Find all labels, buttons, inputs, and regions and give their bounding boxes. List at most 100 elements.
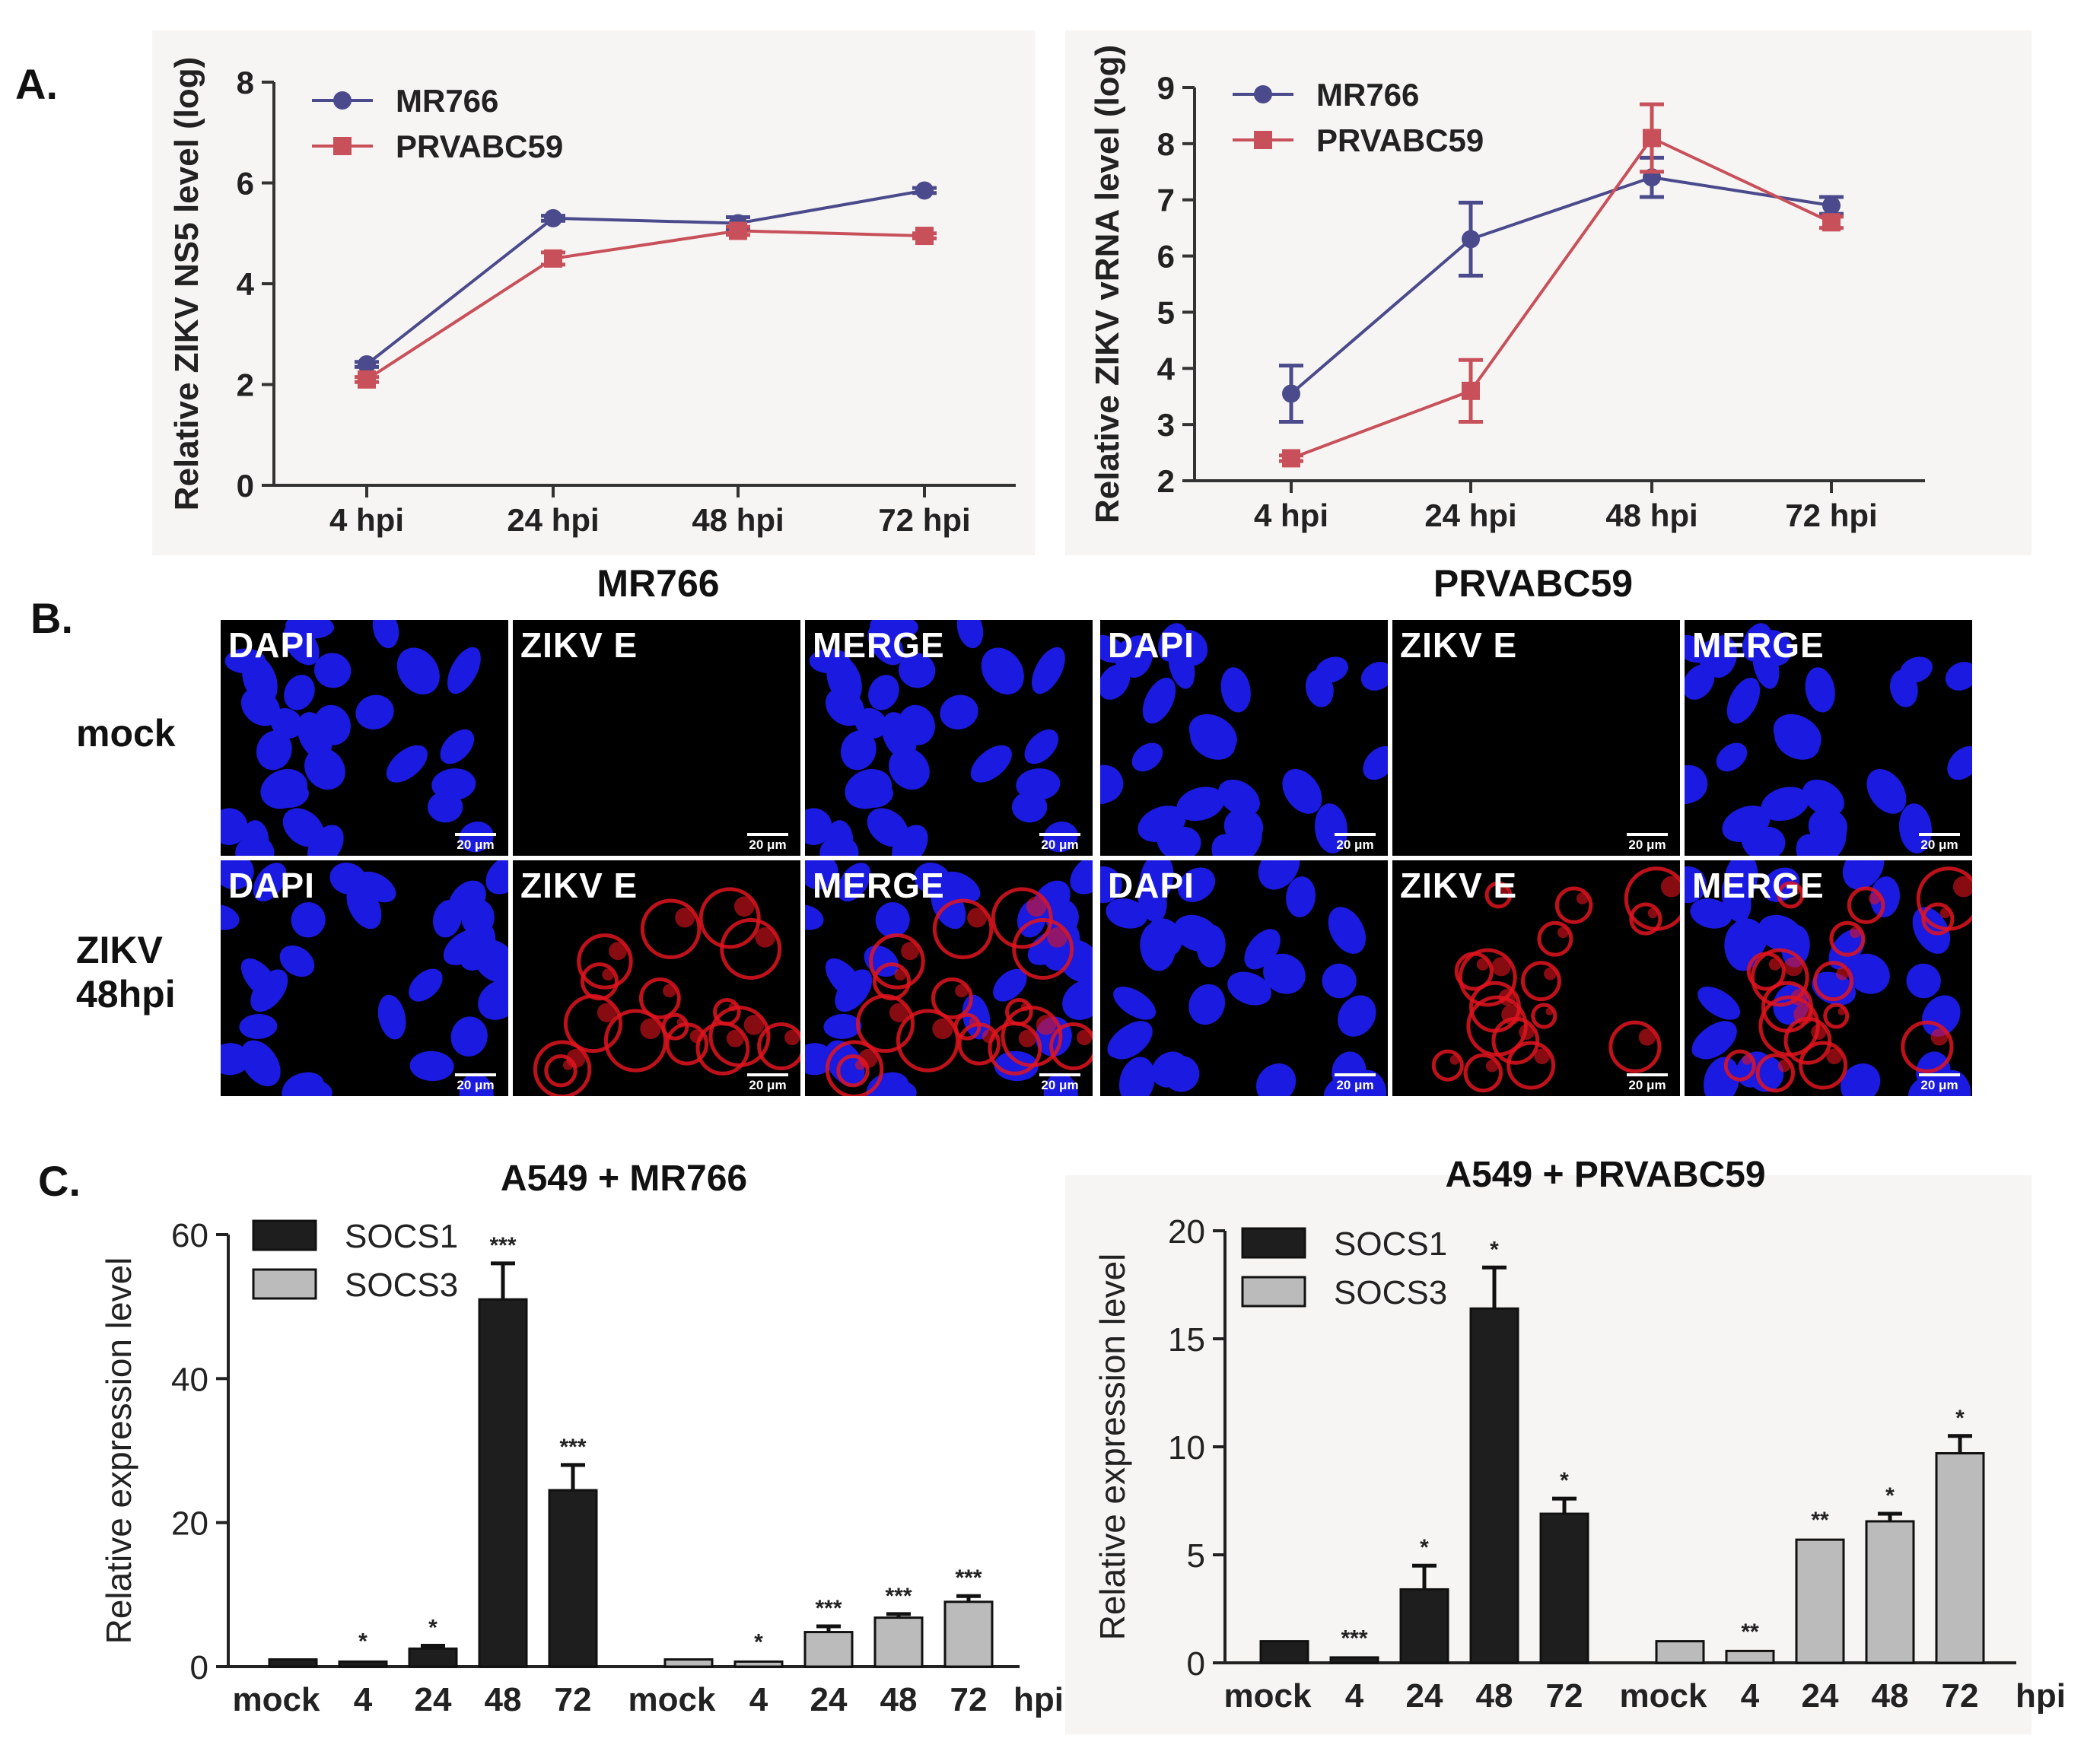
significance-label: * [1955,1406,1965,1431]
nucleus [1756,630,1793,666]
micrograph-tile: DAPI 20 μm [1100,620,1388,856]
virus-signal-ring [544,1054,577,1088]
panel-letter-b: B. [30,594,73,642]
data-point-prvabc59 [1282,449,1300,468]
chart-title: A549 + MR766 [501,1159,747,1199]
virus-signal-ring [825,1040,884,1096]
nucleus [1724,921,1761,971]
virus-signal-ring [1484,881,1513,909]
virus-signal-dot [894,968,907,981]
nucleus [1070,860,1093,895]
x-tick-label: 24 hpi [1424,497,1516,533]
virus-signal-dot [1485,1060,1499,1073]
chart-title: A549 + PRVABC59 [1445,1155,1765,1195]
nucleus [914,863,951,895]
micro-row-label-zikv: ZIKV 48hpi [76,929,176,1015]
virus-signal-ring [695,1021,750,1076]
bar-socs3 [873,1616,924,1668]
nucleus [940,694,978,729]
virus-signal-dot [784,1029,800,1046]
virus-signal-ring [698,887,761,949]
x-tick-label: 4 [354,1681,373,1718]
nucleus [1363,745,1388,780]
scale-bar-line [1627,1073,1668,1076]
nucleus [1024,729,1059,764]
legend-swatch [252,1268,317,1300]
micrograph-tile: MERGE 20 μm [805,620,1093,856]
data-point-prvabc59 [915,227,934,246]
nucleus [282,1079,332,1096]
micrograph-tile: ZIKV E 20 μm [513,860,800,1096]
x-tick-label: 72 [950,1681,988,1718]
x-tick-label: mock [233,1681,320,1718]
x-tick-label: 48 hpi [1605,497,1697,533]
micrograph-image [805,620,1078,856]
micrograph-tile: MERGE 20 μm [1685,860,1972,1096]
x-tick-label: mock [1224,1677,1312,1715]
nucleus [1721,873,1752,923]
x-tick-label: 4 [749,1681,768,1718]
scale-bar-label: 20 μm [457,1078,495,1092]
scale-bar-line [1627,833,1668,836]
channel-label: DAPI [1108,625,1195,665]
nucleus [889,748,930,790]
virus-signal-ring [1049,1022,1093,1071]
nucleus [1945,662,1972,691]
nucleus [409,968,443,1002]
scale-bar-line [747,833,788,836]
virus-signal-ring [1823,1003,1850,1029]
nucleus [1177,867,1216,902]
virus-signal-ring [580,962,619,1001]
y-tick-label: 6 [237,166,254,202]
legend-label: MR766 [396,83,498,119]
bar-socs3 [1935,1452,1985,1664]
micrograph-image [1100,860,1387,1096]
virus-signal-dot [1476,958,1489,971]
nucleus [1218,779,1260,816]
nucleus [485,860,508,895]
nucleus [981,647,1024,694]
virus-signal-ring [1847,886,1885,924]
y-tick-label: 5 [1157,294,1175,330]
x-tick-label: 48 [1872,1677,1909,1715]
scale-bar-line [1919,1073,1960,1076]
virus-signal-ring [1812,961,1853,1002]
y-tick-label: 60 [171,1217,208,1254]
virus-signal-dot [1826,1048,1843,1065]
nucleus [1780,924,1810,968]
micrograph-tile: ZIKV E 20 μm [513,620,800,856]
legend-marker [1254,85,1272,103]
micrograph-grid: DAPI 20 μm ZIKV E 20 μm MERGE 20 μm DAPI 20 μm Z… [221,620,1972,1107]
nucleus [1196,924,1226,968]
significance-label: *** [1341,1626,1367,1651]
virus-signal-ring [1608,1020,1662,1073]
nucleus [427,791,463,823]
virus-signal-ring [1916,866,1972,931]
x-tick-label: 72 hpi [878,502,970,538]
nucleus [1338,995,1376,1037]
nucleus [282,808,324,847]
nucleus [1314,803,1347,853]
nucleus [297,712,332,759]
virus-signal-ring [1723,1049,1756,1082]
y-axis-label: Relative ZIKV NS5 level (log) [168,57,205,511]
nucleus [304,748,345,790]
channel-label: ZIKV E [520,866,638,905]
x-tick-label: 48 [880,1681,918,1718]
data-point-mr766 [1822,196,1841,215]
virus-signal-dot [562,1060,574,1070]
nucleus [372,620,399,649]
nucleus [1100,664,1131,700]
scale-bar: 20 μm [1332,1073,1379,1093]
virus-signal-ring [953,1012,982,1041]
micro-strain-title-left: MR766 [597,562,720,605]
data-point-prvabc59 [1643,129,1661,148]
significance-label: *** [885,1584,912,1609]
nucleus [450,1016,488,1057]
nucleus [1685,634,1711,663]
nucleus [858,781,893,808]
virus-signal-dot [1449,1054,1460,1065]
nucleus [940,871,981,903]
nucleus [386,745,428,783]
virus-signal-dot [1026,896,1047,917]
